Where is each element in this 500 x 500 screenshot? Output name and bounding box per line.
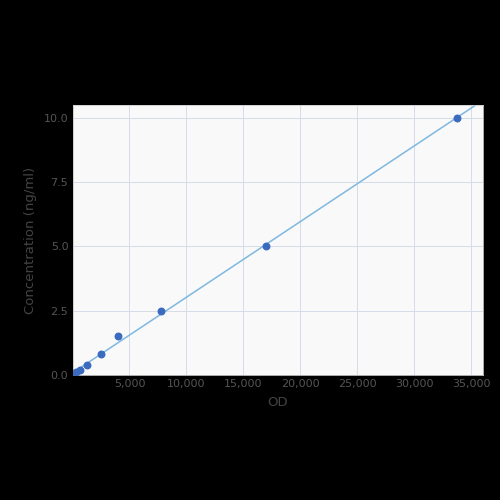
Point <box>97 350 105 358</box>
Point <box>76 366 84 374</box>
Point <box>70 370 78 378</box>
Point <box>114 332 122 340</box>
Point <box>262 242 270 250</box>
Y-axis label: Concentration (ng/ml): Concentration (ng/ml) <box>24 166 37 314</box>
Point <box>158 306 166 314</box>
Point <box>72 368 80 376</box>
X-axis label: OD: OD <box>267 396 288 409</box>
Point <box>82 360 90 368</box>
Point <box>453 114 461 122</box>
